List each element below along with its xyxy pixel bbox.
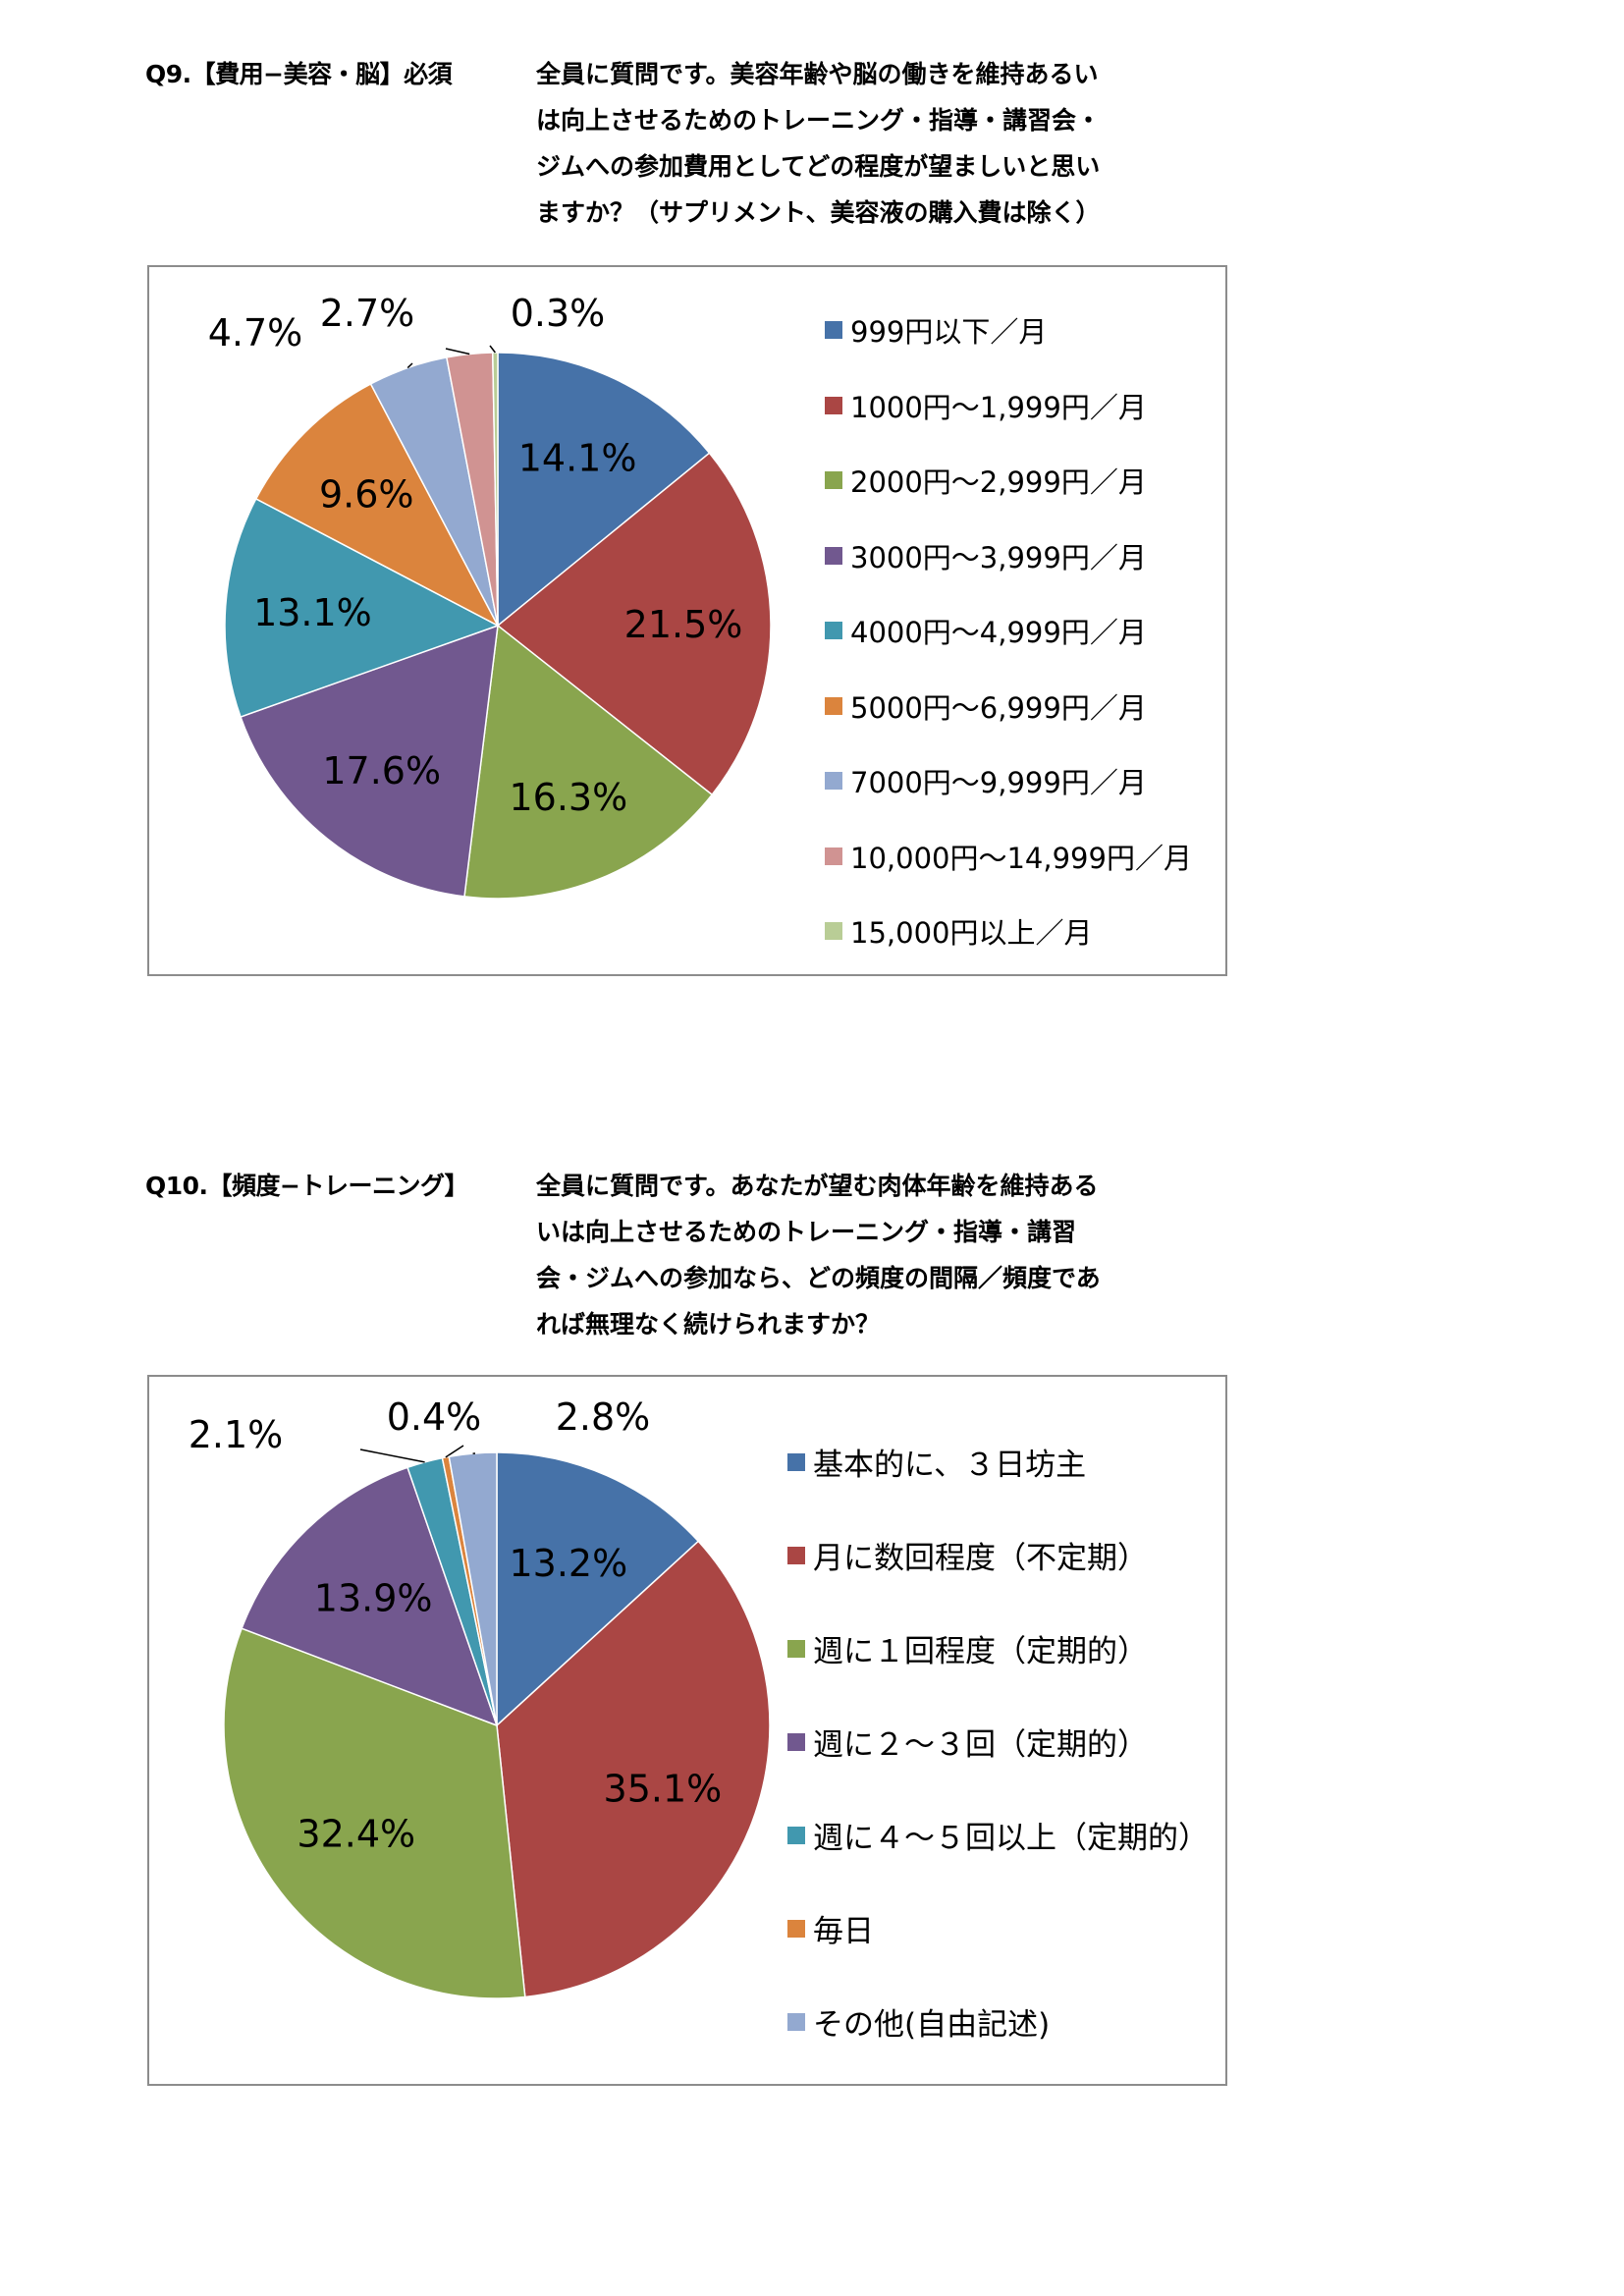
legend-item: 毎日	[787, 1882, 1209, 1975]
data-label: 13.9%	[314, 1577, 433, 1620]
q10-question-line: 全員に質問です。あなたが望む肉体年齢を維持ある	[536, 1172, 1099, 1200]
q9-question-line: 全員に質問です。美容年齢や脳の働きを維持あるい	[536, 60, 1099, 88]
legend-swatch	[787, 1452, 805, 1471]
data-label: 13.1%	[253, 591, 372, 634]
pie-slice-9	[491, 352, 499, 627]
data-label: 35.1%	[604, 1767, 723, 1810]
q9-question-line: は向上させるためのトレーニング・指導・講習会・	[536, 106, 1102, 135]
legend-label: 15,000円以上／月	[850, 916, 1093, 951]
legend-item: 999円以下／月	[825, 293, 1192, 368]
legend-label: 4000円～4,999円／月	[850, 616, 1147, 650]
legend-item: 4000円～4,999円／月	[825, 593, 1192, 669]
pie-slice-1	[496, 1451, 700, 1727]
leader-line	[489, 345, 496, 354]
legend-item: 月に数回程度（不定期）	[787, 1508, 1209, 1602]
legend-label: 7000円～9,999円／月	[850, 766, 1147, 800]
legend-label: 月に数回程度（不定期）	[813, 1541, 1148, 1576]
pie-slice-5	[224, 497, 500, 718]
legend-label: 999円以下／月	[850, 315, 1048, 350]
legend-label: 1000円～1,999円／月	[850, 390, 1147, 424]
pie-slice-7	[448, 1451, 498, 1726]
q9-pie-chart: 14.1% 21.5% 16.3% 17.6% 13.1% 9.6% 4.7% 2.7% 0.3…	[208, 292, 772, 900]
legend-swatch	[787, 1546, 805, 1564]
legend-item: 2000円～2,999円／月	[825, 443, 1192, 519]
legend-label: 2000円～2,999円／月	[850, 465, 1147, 500]
leader-line	[445, 1445, 464, 1458]
q9-question: 全員に質問です。美容年齢や脳の働きを維持あるい は向上させるためのトレーニング・…	[536, 51, 1204, 236]
data-label: 21.5%	[624, 603, 743, 646]
leader-line	[406, 362, 413, 369]
data-label: 32.4%	[297, 1812, 415, 1855]
legend-swatch	[787, 1639, 805, 1658]
legend-swatch	[825, 471, 842, 490]
legend-item: 1000円～1,999円／月	[825, 368, 1192, 444]
legend-item: 週に４～５回以上（定期的）	[787, 1788, 1209, 1882]
pie-slice-3	[223, 1627, 526, 1999]
data-label: 0.4%	[387, 1395, 482, 1439]
legend-swatch	[825, 546, 842, 565]
q9-question-line: ジムへの参加費用としてどの程度が望ましいと思い	[536, 152, 1101, 181]
pie-slice-3	[463, 624, 714, 900]
pie-slice-6	[254, 382, 500, 628]
legend-swatch	[825, 396, 842, 414]
legend-item: その他(自由記述)	[787, 1975, 1209, 2068]
legend-label: 週に４～５回以上（定期的）	[813, 1821, 1209, 1856]
q10-chart: 13.2% 35.1% 32.4% 13.9% 2.1% 0.4% 2.8% 基本的に、３日…	[147, 1375, 1227, 2086]
q10-question-line: れば無理なく続けられますか？	[536, 1310, 881, 1339]
pie-slice-2	[496, 452, 772, 796]
legend-swatch	[825, 622, 842, 640]
legend-item: 3000円～3,999円／月	[825, 519, 1192, 594]
data-label: 4.7%	[208, 311, 303, 355]
q9-question-line: ますか？（サプリメント、美容液の購入費は除く）	[536, 198, 1101, 227]
legend-label: 基本的に、３日坊主	[813, 1448, 1087, 1483]
legend-item: 週に２～３回（定期的）	[787, 1695, 1209, 1788]
legend-item: 15,000円以上／月	[825, 894, 1192, 969]
data-label: 2.8%	[556, 1395, 651, 1439]
legend-item: 週に１回程度（定期的）	[787, 1602, 1209, 1695]
legend-swatch	[825, 847, 842, 865]
q10-question-line: いは向上させるためのトレーニング・指導・講習	[536, 1218, 1077, 1246]
legend-label: 週に１回程度（定期的）	[813, 1634, 1148, 1669]
data-label: 16.3%	[510, 776, 628, 819]
legend-swatch	[825, 321, 842, 340]
data-label: 2.1%	[189, 1413, 284, 1456]
data-label: 14.1%	[518, 437, 637, 480]
q10-label: Q10.【頻度−トレーニング】	[145, 1172, 469, 1200]
legend-label: 毎日	[813, 1914, 874, 1949]
legend-swatch	[787, 2012, 805, 2031]
data-label: 13.2%	[510, 1542, 628, 1585]
legend-label: 3000円～3,999円／月	[850, 540, 1147, 574]
q9-legend: 999円以下／月 1000円～1,999円／月 2000円～2,999円／月 3000…	[825, 293, 1192, 969]
data-label: 17.6%	[322, 749, 441, 793]
q10-question: 全員に質問です。あなたが望む肉体年齢を維持ある いは向上させるためのトレーニング…	[536, 1163, 1204, 1347]
q10-question-line: 会・ジムへの参加なら、どの頻度の間隔／頻度であ	[536, 1264, 1101, 1292]
legend-label: その他(自由記述)	[813, 2007, 1051, 2043]
q9-label: Q9.【費用−美容・脳】必須	[145, 60, 453, 88]
legend-item: 7000円～9,999円／月	[825, 743, 1192, 819]
legend-item: 5000円～6,999円／月	[825, 669, 1192, 744]
legend-swatch	[825, 696, 842, 715]
data-label: 0.3%	[511, 292, 606, 335]
legend-label: 10,000円～14,999円／月	[850, 841, 1192, 875]
legend-item: 基本的に、３日坊主	[787, 1415, 1209, 1508]
pie-slice-4	[241, 1466, 499, 1727]
q10-legend: 基本的に、３日坊主月に数回程度（不定期） 週に１回程度（定期的） 週に２～３回（定期…	[787, 1415, 1209, 2068]
pie-slice-2	[496, 1540, 771, 1998]
pie-slice-1	[497, 352, 711, 628]
legend-swatch	[825, 922, 842, 941]
legend-item: 10,000円～14,999円／月	[825, 819, 1192, 895]
legend-label: 週に２～３回（定期的）	[813, 1727, 1148, 1763]
data-label: 2.7%	[320, 292, 415, 335]
legend-swatch	[787, 1919, 805, 1938]
legend-label: 5000円～6,999円／月	[850, 690, 1147, 725]
leader-line	[359, 1449, 425, 1463]
legend-swatch	[787, 1732, 805, 1751]
q10-pie-chart: 13.2% 35.1% 32.4% 13.9% 2.1% 0.4% 2.8%	[189, 1395, 771, 1999]
data-label: 9.6%	[319, 473, 414, 517]
leader-line	[445, 348, 470, 355]
q9-chart: 14.1% 21.5% 16.3% 17.6% 13.1% 9.6% 4.7% 2.7% 0.3…	[147, 265, 1227, 976]
legend-swatch	[787, 1826, 805, 1844]
legend-swatch	[825, 772, 842, 791]
pie-slice-4	[240, 624, 499, 898]
